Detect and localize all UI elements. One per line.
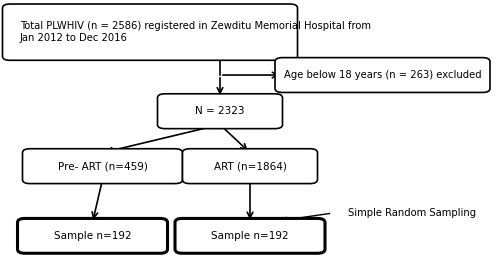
FancyBboxPatch shape <box>22 149 182 184</box>
Text: Pre- ART (n=459): Pre- ART (n=459) <box>58 161 148 171</box>
FancyBboxPatch shape <box>18 218 168 253</box>
Text: Age below 18 years (n = 263) excluded: Age below 18 years (n = 263) excluded <box>284 70 482 80</box>
Text: Sample n=192: Sample n=192 <box>211 231 289 241</box>
Text: Total PLWHIV (n = 2586) registered in Zewditu Memorial Hospital from
Jan 2012 to: Total PLWHIV (n = 2586) registered in Ze… <box>20 21 371 43</box>
Text: Simple Random Sampling: Simple Random Sampling <box>348 208 476 218</box>
FancyBboxPatch shape <box>175 218 325 253</box>
FancyBboxPatch shape <box>275 58 490 92</box>
FancyBboxPatch shape <box>158 94 282 129</box>
FancyBboxPatch shape <box>182 149 318 184</box>
Text: N = 2323: N = 2323 <box>195 106 245 116</box>
FancyBboxPatch shape <box>2 4 298 60</box>
Text: ART (n=1864): ART (n=1864) <box>214 161 286 171</box>
Text: Sample n=192: Sample n=192 <box>54 231 132 241</box>
